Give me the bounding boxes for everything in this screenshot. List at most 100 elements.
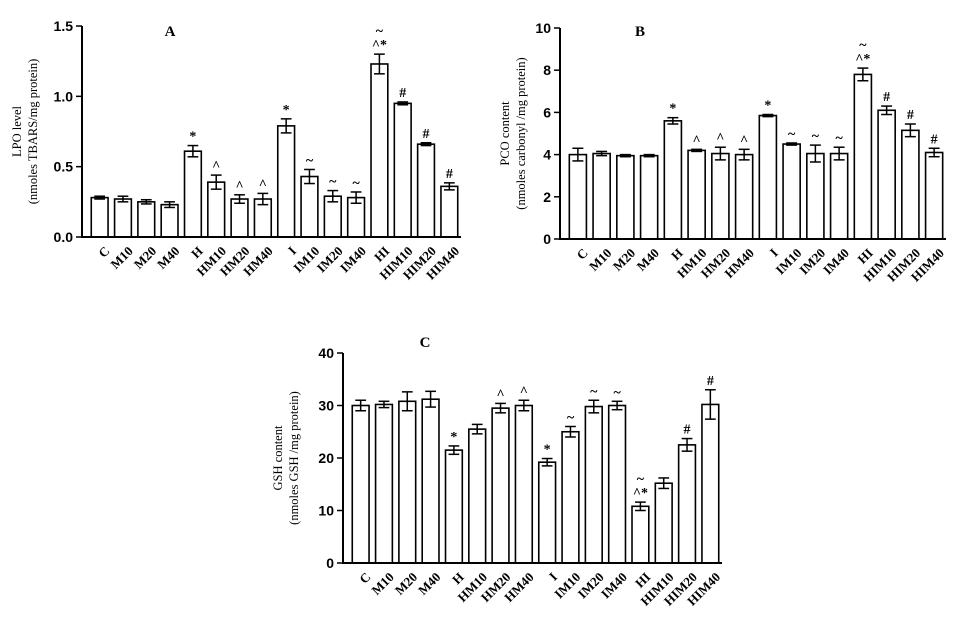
significance-marker: # xyxy=(684,423,691,438)
significance-marker: # xyxy=(931,132,938,147)
significance-marker: ^ xyxy=(716,131,724,146)
significance-marker: ~ xyxy=(812,129,820,144)
bar xyxy=(416,143,436,238)
x-tick-label: I xyxy=(767,245,781,259)
x-tick-label: M20 xyxy=(131,243,159,271)
bar xyxy=(806,152,825,240)
bar xyxy=(687,149,706,240)
significance-marker: ~ xyxy=(835,131,843,146)
y-tick-label: 0 xyxy=(543,231,551,247)
y-tick-label: 0 xyxy=(326,555,334,571)
significance-marker: * xyxy=(189,130,196,145)
bar xyxy=(421,398,440,564)
y-axis-label: GSH content xyxy=(271,425,285,490)
y-tick-label: 10 xyxy=(318,503,334,519)
bar xyxy=(924,151,944,240)
significance-marker: # xyxy=(707,374,714,389)
significance-marker: ^ xyxy=(740,133,748,148)
significance-marker: ~ xyxy=(637,472,645,487)
significance-marker: * xyxy=(450,430,457,445)
bar xyxy=(677,444,697,564)
significance-marker: ~ xyxy=(329,175,337,190)
significance-marker: ^ xyxy=(520,384,528,399)
y-tick-label: 8 xyxy=(543,62,551,78)
bar xyxy=(829,152,849,240)
bar xyxy=(901,129,920,240)
bar xyxy=(561,430,580,564)
x-tick-label: IM20 xyxy=(796,245,828,277)
y-tick-label: 20 xyxy=(318,450,334,466)
y-axis-label: LPO level xyxy=(10,105,24,157)
bar xyxy=(514,404,534,564)
bar xyxy=(276,125,296,238)
significance-marker: # xyxy=(399,86,406,101)
x-tick-label: M10 xyxy=(586,245,614,273)
x-tick-label: IM40 xyxy=(598,569,630,601)
panel-title: B xyxy=(635,24,645,40)
bar xyxy=(183,150,203,238)
y-tick-label: 6 xyxy=(543,104,551,120)
x-tick-label: M10 xyxy=(107,243,135,271)
bar xyxy=(758,114,778,240)
bar xyxy=(639,154,659,240)
bar xyxy=(631,505,650,564)
bar xyxy=(491,407,510,564)
bar xyxy=(711,152,730,240)
bar xyxy=(137,201,156,238)
bar xyxy=(351,404,370,564)
significance-marker: ^* xyxy=(855,52,870,67)
significance-marker: ^ xyxy=(259,177,267,192)
y-axis-label: (nmoles GSH /mg protein) xyxy=(287,391,301,525)
x-tick-label: IM10 xyxy=(290,243,322,275)
significance-marker: # xyxy=(423,127,430,142)
bar xyxy=(160,203,179,238)
significance-marker: ~ xyxy=(306,153,314,168)
significance-marker: * xyxy=(283,103,290,118)
significance-marker: ~ xyxy=(590,384,598,399)
x-tick-label: IM10 xyxy=(772,245,804,277)
significance-marker: ~ xyxy=(352,176,360,191)
bar xyxy=(374,403,394,564)
bar xyxy=(734,153,754,240)
y-tick-label: 2 xyxy=(543,189,551,205)
significance-marker: ^ xyxy=(693,133,701,148)
bar xyxy=(230,198,249,238)
bar xyxy=(90,196,109,238)
significance-marker: ^* xyxy=(633,486,648,501)
y-tick-label: 40 xyxy=(318,345,334,361)
bar xyxy=(398,400,417,564)
bar xyxy=(592,152,611,240)
bar xyxy=(568,153,588,240)
significance-marker: ~ xyxy=(859,38,867,53)
bar xyxy=(663,120,683,240)
panel-title: C xyxy=(420,335,431,351)
bar xyxy=(607,404,627,564)
bar xyxy=(584,405,603,564)
bar xyxy=(300,175,319,238)
significance-marker: ^ xyxy=(212,159,220,174)
x-tick-label: M40 xyxy=(415,569,443,597)
x-tick-label: I xyxy=(546,569,560,583)
x-tick-label: M20 xyxy=(392,569,420,597)
bar xyxy=(207,181,226,238)
bar xyxy=(877,109,896,240)
significance-marker: ~ xyxy=(788,127,796,142)
significance-marker: # xyxy=(883,90,890,105)
significance-marker: ^* xyxy=(372,38,387,53)
significance-marker: ^ xyxy=(235,179,243,194)
bar xyxy=(701,403,720,564)
y-tick-label: 1.0 xyxy=(54,88,74,104)
bar xyxy=(782,143,801,240)
x-tick-label: IM10 xyxy=(551,569,583,601)
y-tick-label: 4 xyxy=(543,147,551,163)
bar xyxy=(393,102,412,238)
y-tick-label: 10 xyxy=(535,20,551,36)
bar xyxy=(537,461,557,564)
y-axis-label: (nmoles carbonyl /mg protein) xyxy=(514,57,528,209)
x-tick-label: IM40 xyxy=(820,245,852,277)
y-tick-label: 0.5 xyxy=(54,159,74,175)
significance-marker: # xyxy=(907,108,914,123)
x-tick-label: M40 xyxy=(634,245,662,273)
